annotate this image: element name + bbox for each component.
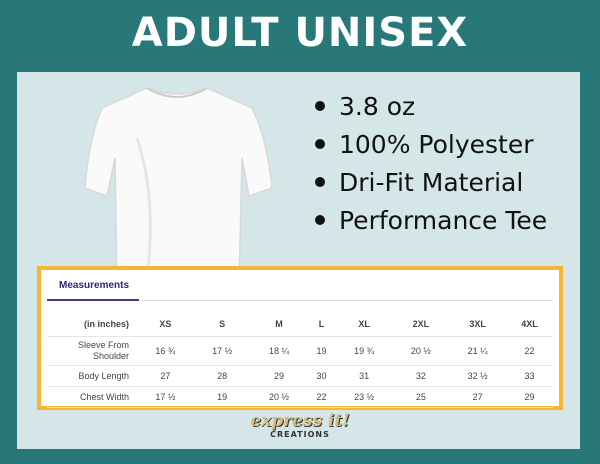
table-cell: 22 [307,386,336,408]
feature-item: 100% Polyester [307,126,547,164]
table-cell: 21 ¼ [449,336,507,366]
feature-item: 3.8 oz [307,88,547,126]
feature-list: 3.8 oz 100% Polyester Dri-Fit Material P… [307,88,547,240]
table-cell: 22 [506,336,553,366]
table-cell: 16 ¾ [137,336,194,366]
logo-text-sub: CREATIONS [270,430,330,439]
table-cell: 20 ½ [250,386,308,408]
table-cell: 29 [250,365,308,387]
size-header: XL [335,312,393,337]
size-header: L [307,312,336,337]
table-header-row: (in inches) XS S M L XL 2XL 3XL 4XL [47,312,553,337]
table-cell: 19 [193,386,251,408]
table-cell: 19 [307,336,336,366]
t-shirt-image [84,87,273,294]
content-panel: 3.8 oz 100% Polyester Dri-Fit Material P… [17,72,580,449]
row-label-line: Shoulder [92,351,129,361]
table-cell: 32 [392,365,450,387]
table-cell: 33 [506,365,553,387]
table-cell: 27 [449,386,507,408]
size-header: M [250,312,308,337]
table-cell: 31 [335,365,393,387]
feature-text: 100% Polyester [339,130,534,159]
page-title: ADULT UNISEX [131,10,469,56]
brand-logo: express it! CREATIONS [250,412,350,439]
logo-text-main: express it! [250,411,350,431]
table-cell: 29 [506,386,553,408]
measurements-table: (in inches) XS S M L XL 2XL 3XL 4XL Slee… [47,312,553,408]
table-cell: 32 ½ [449,365,507,387]
size-header: S [193,312,251,337]
size-header: 4XL [506,312,553,337]
row-label: Body Length [47,365,137,387]
table-row: Sleeve From Shoulder 16 ¾ 17 ½ 18 ¼ 19 19… [47,336,553,366]
table-cell: 25 [392,386,450,408]
table-cell: 20 ½ [392,336,450,366]
row-label: Sleeve From Shoulder [47,336,137,366]
bullet-icon [315,139,325,149]
feature-text: Dri-Fit Material [339,168,524,197]
tab-divider [47,300,553,301]
bullet-icon [315,177,325,187]
feature-text: Performance Tee [339,206,548,235]
table-cell: 17 ½ [193,336,251,366]
table-cell: 27 [137,365,194,387]
row-label: Chest Width [47,386,137,408]
feature-item: Dri-Fit Material [307,164,547,202]
size-header: XS [137,312,194,337]
size-header: 3XL [449,312,507,337]
table-cell: 18 ¼ [250,336,308,366]
table-cell: 30 [307,365,336,387]
row-label-line: Sleeve From [77,340,129,350]
table-cell: 23 ½ [335,386,393,408]
table-cell: 17 ½ [137,386,194,408]
measurements-tab: Measurements [59,280,130,291]
tab-underline [47,299,139,301]
feature-item: Performance Tee [307,202,547,240]
size-header: 2XL [392,312,450,337]
table-cell: 28 [193,365,251,387]
bullet-icon [315,215,325,225]
feature-text: 3.8 oz [339,92,416,121]
table-row: Chest Width 17 ½ 19 20 ½ 22 23 ½ 25 27 2… [47,386,553,408]
table-cell: 19 ¾ [335,336,393,366]
bullet-icon [315,101,325,111]
table-row: Body Length 27 28 29 30 31 32 32 ½ 33 [47,365,553,387]
unit-label: (in inches) [47,312,137,337]
size-chart: Measurements (in inches) XS S M L XL 2XL… [37,266,563,410]
